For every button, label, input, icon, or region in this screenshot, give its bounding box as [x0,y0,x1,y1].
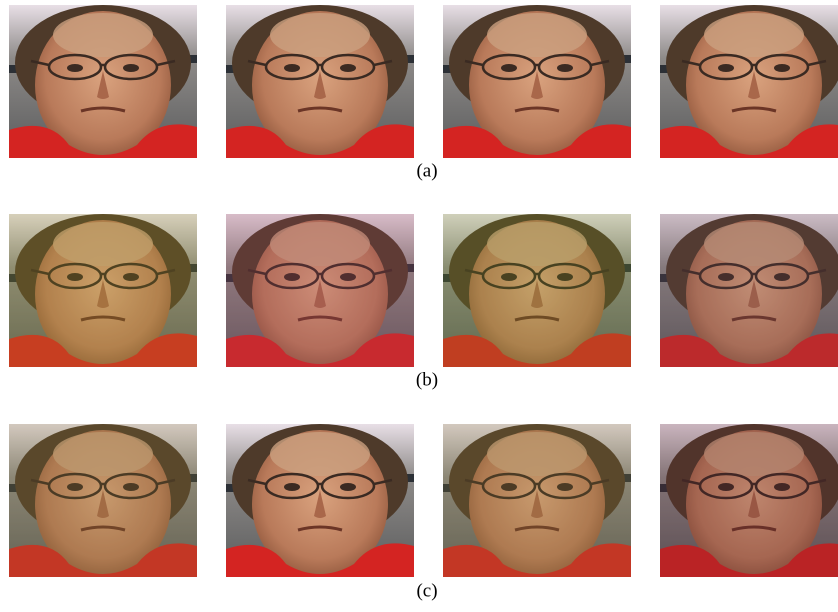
face-image [226,424,414,578]
caption: (a) [416,160,437,181]
caption: (c) [416,580,437,601]
face-image [9,5,197,159]
image-tint [226,214,414,367]
image-tint [443,424,631,577]
figure: (a) (b) (c) [0,0,838,612]
image-tint [9,214,197,367]
image-grid [9,5,838,578]
face-image [443,5,631,159]
image-tint [660,214,838,367]
face-image [226,5,414,159]
face-image [660,5,838,159]
image-tint [443,214,631,367]
page: (a) (b) (c) (() => { const data = JSON.p… [0,0,838,612]
caption: (b) [416,369,438,390]
image-tint [9,424,197,577]
image-tint [660,424,838,577]
